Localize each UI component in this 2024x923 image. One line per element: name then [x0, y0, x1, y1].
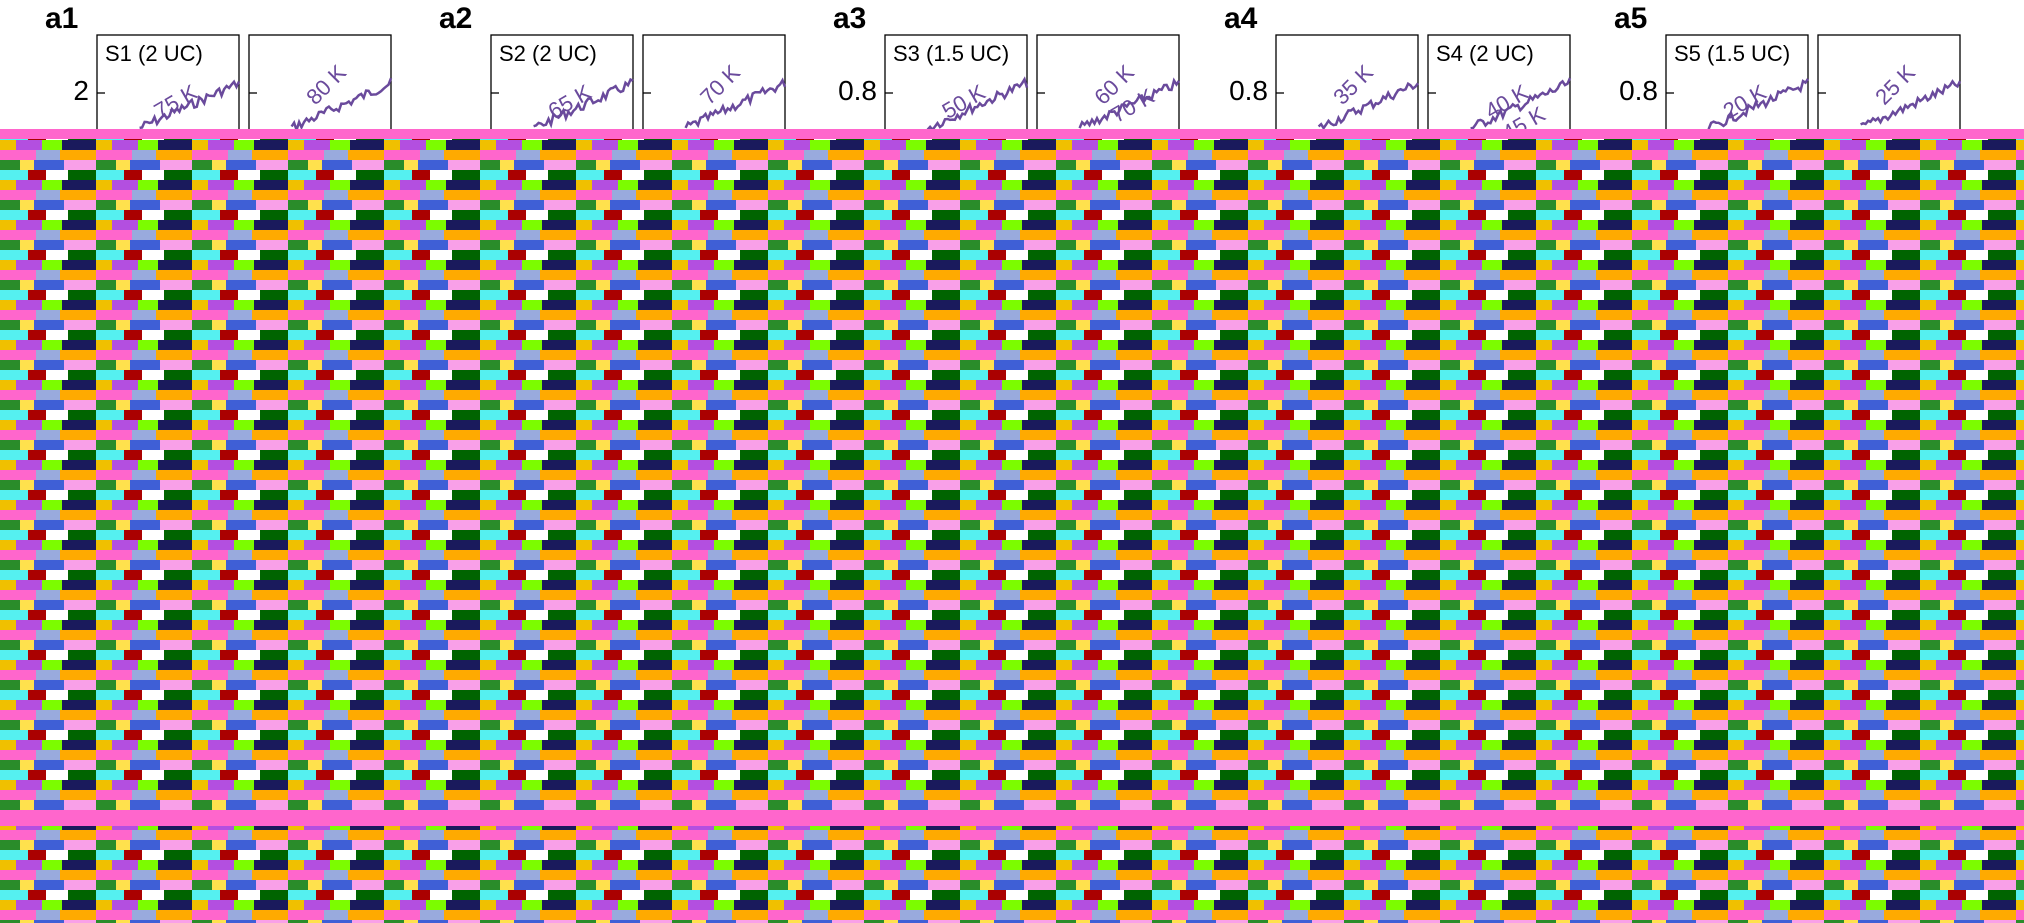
corrupted-area: [0, 129, 2024, 923]
y-tick-label: 2: [73, 75, 89, 106]
curve: [1707, 78, 1810, 130]
curve: [1317, 81, 1419, 131]
curve: [533, 77, 634, 129]
curve: [1078, 77, 1181, 129]
panel-label: a1: [45, 2, 78, 35]
panel-label: a3: [833, 2, 866, 35]
panel-label: a2: [439, 2, 472, 35]
corrupted-stripe: [0, 810, 2024, 826]
curve: [1860, 79, 1962, 126]
sample-label: S3 (1.5 UC): [893, 41, 1009, 66]
panel-label: a5: [1614, 2, 1647, 35]
sample-label: S1 (2 UC): [105, 41, 203, 66]
corrupted-stripe: [0, 129, 2024, 139]
y-tick-label: 0.8: [1619, 75, 1658, 106]
sample-label: S5 (1.5 UC): [1674, 41, 1790, 66]
curve: [290, 77, 393, 135]
panel-label: a4: [1224, 2, 1258, 35]
curve: [1470, 77, 1572, 130]
curve: [684, 77, 787, 129]
curve: [139, 79, 241, 130]
sample-label: S4 (2 UC): [1436, 41, 1534, 66]
sample-label: S2 (2 UC): [499, 41, 597, 66]
y-tick-label: 0.8: [838, 75, 877, 106]
curve: [926, 76, 1029, 132]
y-tick-label: 0.8: [1229, 75, 1268, 106]
